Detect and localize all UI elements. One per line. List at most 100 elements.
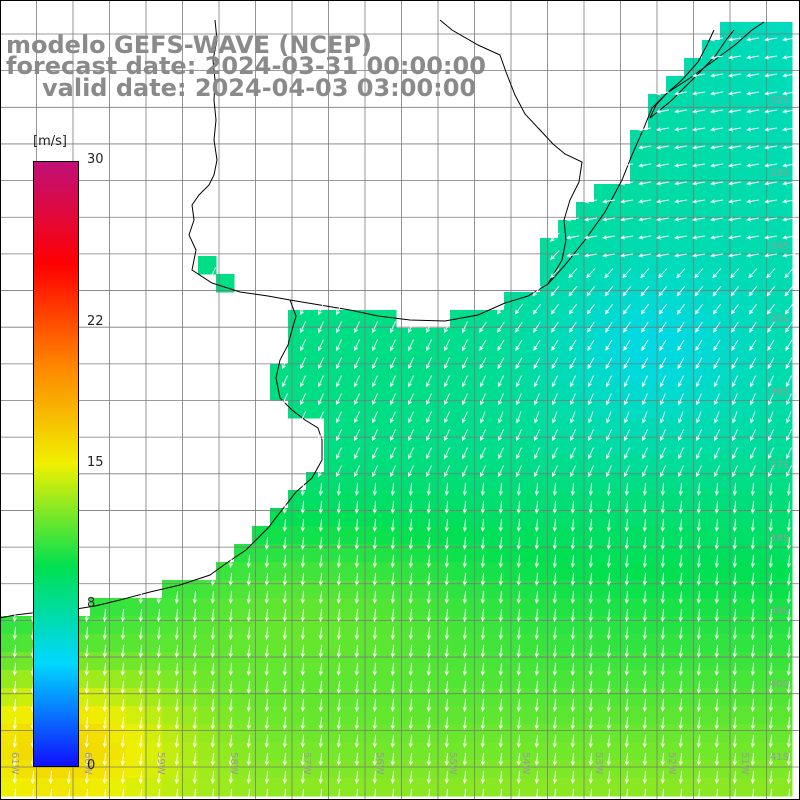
speed-cell <box>558 292 577 311</box>
wind-arrow <box>534 572 539 587</box>
speed-cell <box>558 256 577 275</box>
speed-cell <box>342 364 361 383</box>
speed-cell <box>738 292 757 311</box>
speed-cell <box>0 706 19 725</box>
speed-cell <box>612 202 631 221</box>
speed-cell <box>756 526 775 545</box>
wind-arrow <box>156 644 161 659</box>
speed-cell <box>666 256 685 275</box>
wind-arrow <box>264 698 269 713</box>
speed-cell <box>630 382 649 401</box>
speed-cell <box>252 760 271 779</box>
wind-arrow <box>407 465 414 478</box>
wind-arrow <box>408 572 413 587</box>
wind-arrow <box>768 716 773 731</box>
speed-cell <box>342 670 361 689</box>
wind-arrow <box>695 447 702 460</box>
speed-cell <box>756 40 775 59</box>
speed-cell <box>738 544 757 563</box>
wind-arrow <box>569 357 577 370</box>
wind-arrow <box>389 357 396 370</box>
speed-cell <box>414 454 433 473</box>
speed-cell <box>108 778 127 797</box>
wind-arrow <box>371 447 378 460</box>
speed-cell <box>774 580 793 599</box>
wind-arrow <box>120 734 125 749</box>
wind-arrow <box>354 716 359 731</box>
wind-arrow <box>264 626 269 641</box>
speed-cell <box>432 544 451 563</box>
speed-cell <box>666 724 685 743</box>
speed-cell <box>720 634 739 653</box>
wind-arrow <box>12 680 17 695</box>
speed-cell <box>558 544 577 563</box>
wind-arrow <box>660 608 665 623</box>
wind-arrow <box>569 375 577 388</box>
wind-arrow <box>746 73 759 78</box>
speed-cell <box>450 760 469 779</box>
wind-arrow <box>300 518 305 533</box>
wind-arrow <box>228 662 233 677</box>
speed-cell <box>450 706 469 725</box>
wind-arrow <box>606 411 612 424</box>
latitude-label: 33S <box>770 168 789 179</box>
speed-cell <box>702 706 721 725</box>
wind-arrow <box>640 303 649 315</box>
wind-arrow <box>768 734 773 749</box>
wind-arrow <box>642 572 647 587</box>
speed-cell <box>702 310 721 329</box>
speed-cell <box>756 670 775 689</box>
wind-arrow <box>515 429 522 442</box>
speed-cell <box>576 760 595 779</box>
speed-cell <box>558 274 577 293</box>
wind-arrow <box>587 339 595 351</box>
wind-arrow <box>641 465 648 478</box>
wind-arrow <box>390 644 395 659</box>
speed-cell <box>234 634 253 653</box>
speed-cell <box>144 634 163 653</box>
speed-cell <box>432 778 451 797</box>
wind-arrow <box>444 608 449 623</box>
speed-cell <box>414 382 433 401</box>
speed-cell <box>468 724 487 743</box>
speed-cell <box>630 346 649 365</box>
wind-arrow <box>587 447 594 460</box>
wind-arrow <box>587 429 594 442</box>
wind-arrow <box>623 375 631 388</box>
wind-arrow <box>426 734 431 749</box>
wind-arrow <box>732 572 737 587</box>
speed-cell <box>432 382 451 401</box>
wind-arrow <box>552 500 557 515</box>
speed-cell <box>126 598 145 617</box>
speed-cell <box>378 688 397 707</box>
wind-arrow <box>710 145 723 150</box>
speed-cell <box>126 742 145 761</box>
wind-arrow <box>533 357 541 370</box>
speed-cell <box>414 472 433 491</box>
speed-cell <box>522 508 541 527</box>
speed-cell <box>630 184 649 203</box>
speed-cell <box>432 418 451 437</box>
wind-arrow <box>678 393 684 406</box>
wind-arrow <box>782 181 795 186</box>
wind-arrow <box>714 626 719 641</box>
wind-arrow <box>462 536 467 551</box>
wind-arrow <box>461 339 468 352</box>
wind-arrow <box>642 734 647 749</box>
speed-cell <box>558 652 577 671</box>
speed-cell <box>594 652 613 671</box>
wind-arrow <box>732 752 737 767</box>
speed-cell <box>756 652 775 671</box>
wind-arrow <box>444 716 449 731</box>
wind-arrow <box>656 163 669 168</box>
wind-arrow <box>444 482 449 497</box>
speed-cell <box>342 760 361 779</box>
wind-arrow <box>335 321 342 334</box>
wind-arrow <box>638 217 651 222</box>
wind-arrow <box>623 447 630 460</box>
wind-arrow <box>786 500 791 515</box>
wind-arrow <box>588 518 593 533</box>
wind-arrow <box>552 644 557 659</box>
wind-arrow <box>660 500 665 515</box>
speed-cell <box>702 58 721 77</box>
